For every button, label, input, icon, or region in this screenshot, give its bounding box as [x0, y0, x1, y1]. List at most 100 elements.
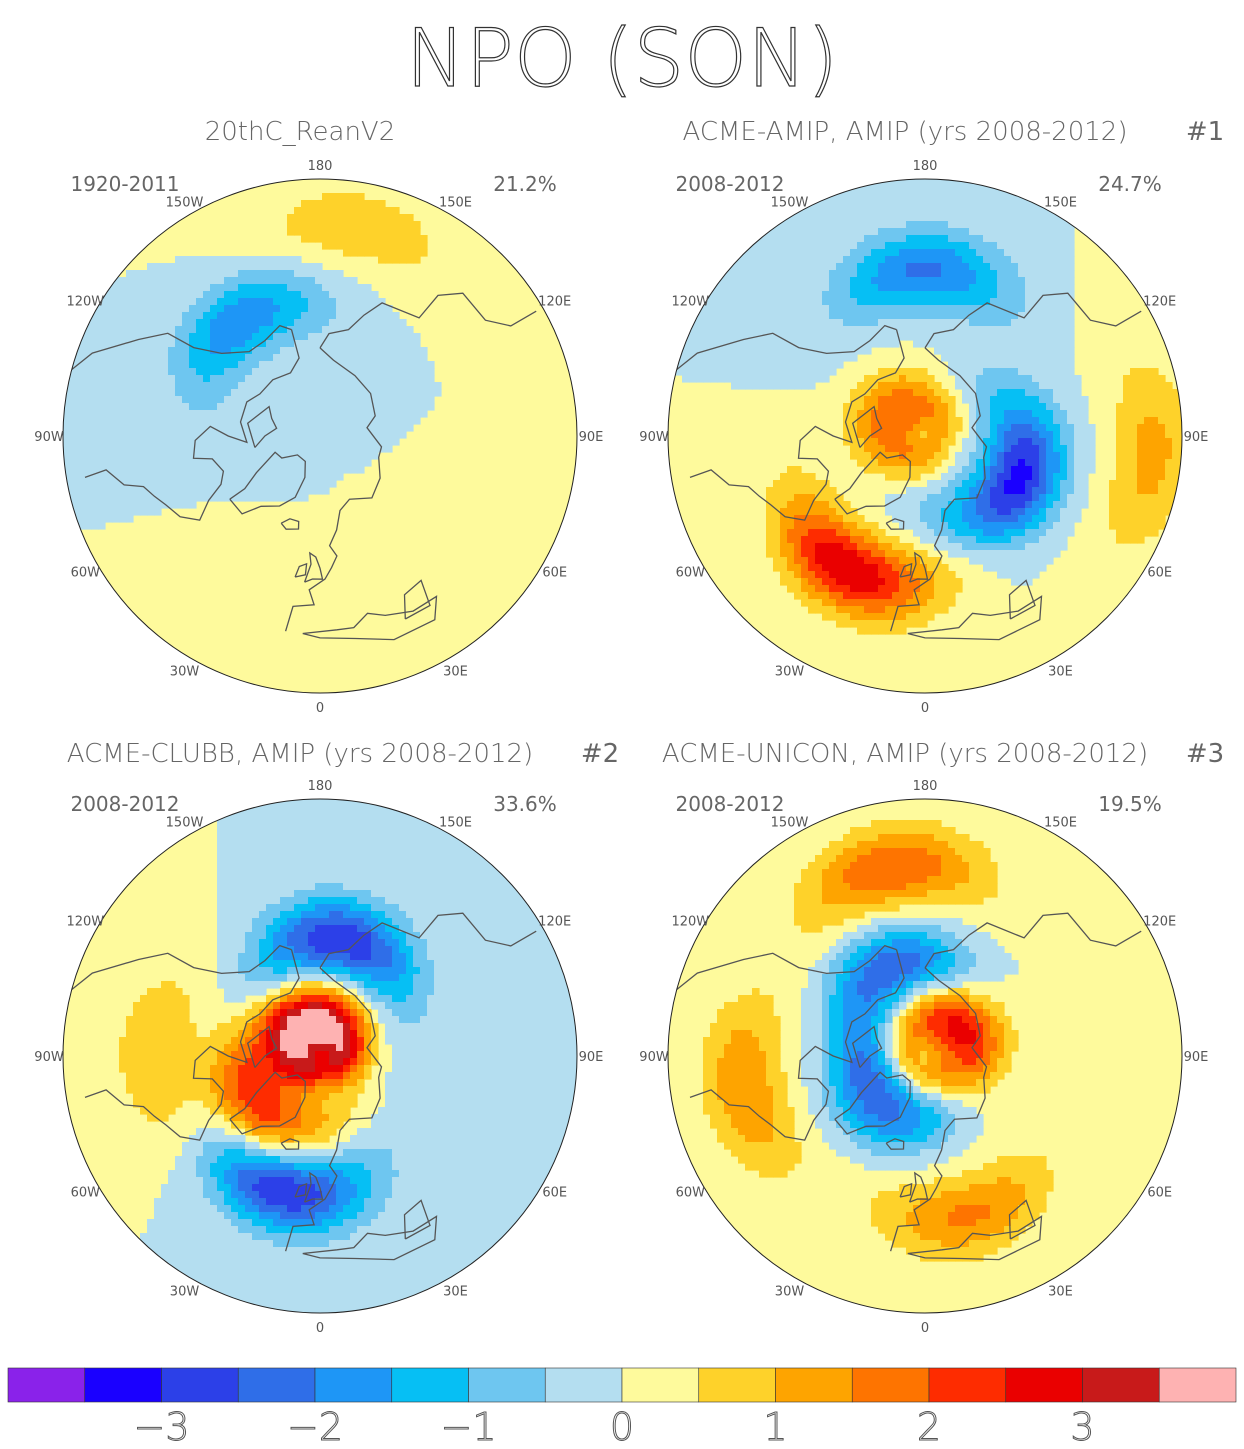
field-cell	[1004, 410, 1012, 418]
field-cell	[787, 326, 795, 334]
field-cell	[350, 438, 358, 446]
field-cell	[357, 354, 365, 362]
field-cell	[906, 613, 914, 621]
field-cell	[962, 179, 970, 187]
field-cell	[969, 333, 977, 341]
field-cell	[1130, 403, 1138, 411]
field-cell	[259, 361, 267, 369]
field-cell	[787, 480, 795, 488]
field-cell	[126, 459, 134, 467]
field-cell	[196, 354, 204, 362]
field-cell	[1067, 361, 1075, 369]
field-cell	[1060, 459, 1068, 467]
lon-label: 180	[913, 159, 938, 174]
field-cell	[836, 543, 844, 551]
field-cell	[154, 410, 162, 418]
field-cell	[990, 438, 998, 446]
field-cell	[1067, 228, 1075, 236]
field-cell	[927, 333, 935, 341]
field-cell	[808, 214, 816, 222]
field-cell	[406, 834, 414, 842]
field-cell	[350, 869, 358, 877]
field-cell	[1032, 473, 1040, 481]
field-cell	[224, 368, 232, 376]
field-cell	[119, 347, 127, 355]
field-cell	[1165, 382, 1173, 390]
field-cell	[934, 291, 942, 299]
field-cell	[252, 883, 260, 891]
field-cell	[413, 256, 421, 264]
field-cell	[1053, 368, 1061, 376]
field-cell	[217, 841, 225, 849]
field-cell	[238, 333, 246, 341]
field-cell	[1032, 270, 1040, 278]
field-cell	[406, 827, 414, 835]
field-cell	[997, 228, 1005, 236]
field-cell	[189, 424, 197, 432]
field-cell	[364, 834, 372, 842]
field-cell	[1025, 270, 1033, 278]
field-cell	[829, 501, 837, 509]
field-cell	[119, 417, 127, 425]
field-cell	[780, 543, 788, 551]
field-cell	[371, 848, 379, 856]
field-cell	[1032, 354, 1040, 362]
field-cell	[1032, 214, 1040, 222]
field-cell	[1067, 214, 1075, 222]
field-cell	[357, 228, 365, 236]
field-cell	[1025, 361, 1033, 369]
field-cell	[934, 410, 942, 418]
field-cell	[1088, 438, 1096, 446]
field-cell	[1011, 522, 1019, 530]
field-cell	[773, 305, 781, 313]
field-cell	[976, 438, 984, 446]
field-cell	[997, 312, 1005, 320]
map-panel-1: 180150E120E90E60E30E030W60W90W120W150W20…	[34, 117, 603, 716]
field-cell	[350, 459, 358, 467]
field-cell	[406, 249, 414, 257]
field-cell	[976, 431, 984, 439]
field-cell	[962, 333, 970, 341]
field-cell	[731, 284, 739, 292]
field-cell	[1130, 410, 1138, 418]
lon-label: 150E	[439, 195, 472, 210]
field-cell	[976, 312, 984, 320]
field-cell	[1172, 459, 1180, 467]
field-cell	[913, 242, 921, 250]
field-cell	[1053, 452, 1061, 460]
field-cell	[787, 571, 795, 579]
field-cell	[217, 319, 225, 327]
field-cell	[997, 298, 1005, 306]
field-cell	[794, 284, 802, 292]
field-cell	[252, 813, 260, 821]
field-cell	[885, 445, 893, 453]
field-cell	[927, 249, 935, 257]
field-cell	[864, 522, 872, 530]
field-cell	[990, 228, 998, 236]
field-cell	[801, 333, 809, 341]
field-cell	[1018, 403, 1026, 411]
field-cell	[112, 410, 120, 418]
field-cell	[913, 557, 921, 565]
field-cell	[406, 389, 414, 397]
coastlines	[676, 292, 1142, 641]
field-cell	[689, 375, 697, 383]
field-cell	[1032, 522, 1040, 530]
field-cell	[976, 501, 984, 509]
field-cell	[105, 298, 113, 306]
field-cell	[154, 445, 162, 453]
field-cell	[175, 354, 183, 362]
field-cell	[976, 424, 984, 432]
field-cell	[927, 557, 935, 565]
field-cell	[773, 319, 781, 327]
field-cell	[920, 529, 928, 537]
field-cell	[371, 347, 379, 355]
field-cell	[448, 862, 456, 870]
field-cell	[1088, 445, 1096, 453]
field-cell	[343, 277, 351, 285]
field-cell	[308, 368, 316, 376]
field-cell	[315, 445, 323, 453]
field-cell	[252, 375, 260, 383]
field-cell	[385, 841, 393, 849]
field-cell	[287, 445, 295, 453]
